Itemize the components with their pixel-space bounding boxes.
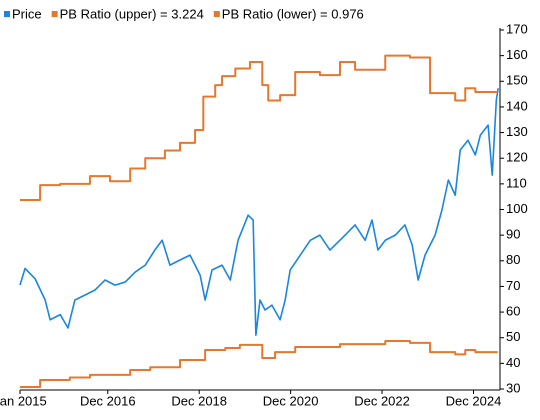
y-tick-label: 80 <box>506 252 520 267</box>
legend-label: Price <box>12 6 42 21</box>
series-line <box>19 88 499 336</box>
x-tick-label: Dec 2022 <box>354 393 410 408</box>
y-tick-label: 30 <box>506 380 520 395</box>
y-tick-label: 160 <box>506 47 528 62</box>
legend-swatch <box>4 11 10 17</box>
y-tick-label: 140 <box>506 98 528 113</box>
x-tick-label: Dec 2024 <box>446 393 502 408</box>
y-tick-label: 110 <box>506 175 527 190</box>
y-tick-label: 100 <box>506 201 528 216</box>
y-tick-label: 50 <box>506 329 520 344</box>
x-tick-label: Jan 2015 <box>0 393 47 408</box>
x-tick-label: Dec 2020 <box>263 393 319 408</box>
y-tick-label: 170 <box>506 21 528 36</box>
x-tick-label: Dec 2016 <box>80 393 136 408</box>
series-line <box>20 54 498 202</box>
y-tick-label: 130 <box>506 124 528 139</box>
y-tick-label: 60 <box>506 304 520 319</box>
legend-label: PB Ratio (lower) = 0.976 <box>222 6 364 21</box>
legend-swatch <box>51 11 58 17</box>
y-tick-label: 70 <box>506 278 520 293</box>
y-tick-label: 150 <box>506 73 528 88</box>
y-tick-label: 90 <box>506 227 520 242</box>
y-tick-label: 120 <box>506 150 528 165</box>
series-line <box>20 340 498 388</box>
x-tick-label: Dec 2018 <box>171 393 227 408</box>
legend-swatch <box>213 11 220 17</box>
legend-label: PB Ratio (upper) = 3.224 <box>60 6 204 21</box>
y-tick-label: 40 <box>506 355 520 370</box>
